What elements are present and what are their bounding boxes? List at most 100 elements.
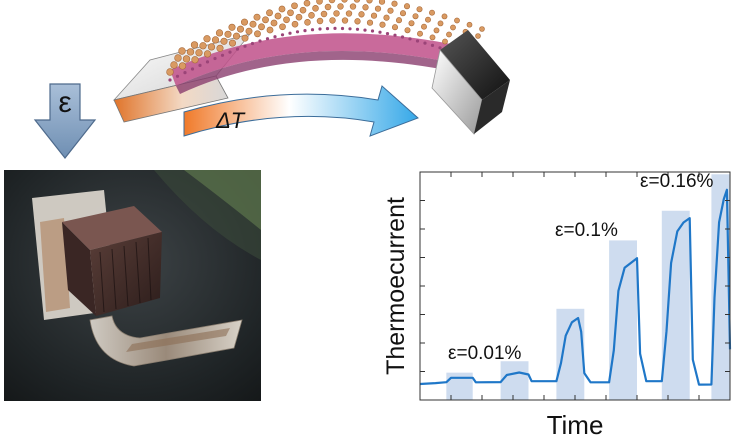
atom-large — [278, 5, 286, 13]
atom-large — [383, 14, 390, 21]
atom-small — [325, 27, 330, 31]
atom-small — [288, 31, 292, 35]
atom-large — [466, 21, 473, 28]
temperature-gradient-arrow — [183, 85, 419, 137]
atom-large — [378, 0, 386, 5]
atom-large — [270, 19, 278, 27]
atom-small — [385, 31, 390, 36]
material-sheet — [166, 0, 485, 94]
atom-large — [425, 16, 431, 23]
y-axis-label: Thermoecurrent — [382, 197, 410, 375]
x-axis-label: Time — [547, 410, 604, 440]
atom-large — [408, 20, 415, 27]
atom-large — [329, 17, 336, 24]
atom-large — [441, 13, 448, 20]
atom-large — [232, 32, 241, 40]
atom-small — [205, 60, 210, 64]
atom-small — [273, 35, 277, 39]
atom-large — [429, 9, 435, 16]
atom-large — [433, 27, 440, 34]
atom-large — [220, 37, 228, 45]
atom-large — [324, 3, 332, 11]
atom-large — [182, 55, 191, 63]
atom-large — [178, 62, 187, 70]
atom-large — [266, 9, 273, 17]
strain-symbol: ε — [58, 86, 71, 119]
atom-large — [475, 33, 481, 39]
atom-large — [379, 21, 386, 28]
atom-large — [258, 23, 265, 31]
atom-large — [416, 6, 423, 13]
atom-small — [370, 29, 375, 33]
atom-large — [429, 34, 436, 41]
atom-large — [266, 26, 274, 34]
atom-large — [262, 16, 269, 24]
atom-large — [316, 0, 323, 5]
atom-large — [446, 31, 452, 38]
atom-small — [280, 33, 285, 37]
atom-large — [303, 0, 311, 7]
annotation-strain-0-16: ε=0.16% — [640, 171, 714, 192]
atom-large — [241, 34, 249, 42]
atom-large — [391, 24, 399, 31]
atom-large — [399, 10, 407, 17]
atom-large — [387, 7, 394, 14]
atom-large — [249, 20, 257, 28]
atoms-large — [166, 0, 485, 76]
atom-large — [195, 49, 203, 57]
atom-large — [395, 17, 403, 24]
atom-large — [295, 13, 303, 21]
atom-small — [340, 26, 345, 31]
atom-small — [430, 43, 435, 48]
atom-large — [207, 43, 216, 51]
atom-large — [186, 48, 195, 56]
annotation-strain-0-1: ε=0.1% — [555, 220, 618, 241]
atom-large — [370, 12, 378, 19]
atom-large — [412, 13, 419, 20]
atom-large — [274, 12, 282, 20]
atom-large — [287, 9, 294, 17]
atom-small — [415, 39, 420, 43]
atom-large — [253, 13, 261, 21]
atom-small — [438, 46, 442, 50]
atom-large — [240, 18, 249, 26]
atom-large — [211, 36, 220, 44]
atom-small — [258, 39, 262, 43]
atom-small — [378, 30, 382, 34]
atom-large — [215, 29, 224, 37]
atom-large — [421, 23, 427, 30]
atom-large — [333, 10, 340, 17]
atom-large — [374, 5, 382, 12]
atom-large — [308, 12, 315, 19]
atom-large — [349, 3, 357, 10]
atom-large — [245, 27, 253, 35]
atom-small — [228, 50, 232, 54]
atom-large — [190, 41, 199, 49]
strain-arrow — [33, 83, 97, 159]
atom-large — [236, 25, 245, 33]
atom-small — [265, 37, 270, 41]
atom-large — [454, 17, 460, 24]
atom-large — [442, 38, 448, 45]
atom-small — [348, 27, 352, 31]
annotation-strain-0-01: ε=0.01% — [448, 343, 522, 364]
atom-large — [366, 19, 374, 26]
atom-large — [417, 30, 423, 37]
atom-large — [358, 11, 365, 18]
atom-small — [408, 37, 412, 41]
atom-large — [437, 20, 444, 27]
atom-small — [355, 27, 360, 31]
atom-large — [312, 5, 319, 12]
strain-pulse-bar-2 — [500, 361, 529, 400]
atom-large — [224, 30, 232, 38]
atom-large — [403, 3, 411, 10]
atom-small — [213, 56, 217, 61]
right-block — [431, 30, 510, 135]
atom-large — [353, 0, 361, 3]
atom-large — [450, 24, 456, 31]
device-photo — [4, 170, 261, 401]
thermocurrent-trace — [419, 188, 732, 386]
atom-large — [341, 17, 349, 24]
strain-pulse-bar-6 — [711, 174, 730, 400]
